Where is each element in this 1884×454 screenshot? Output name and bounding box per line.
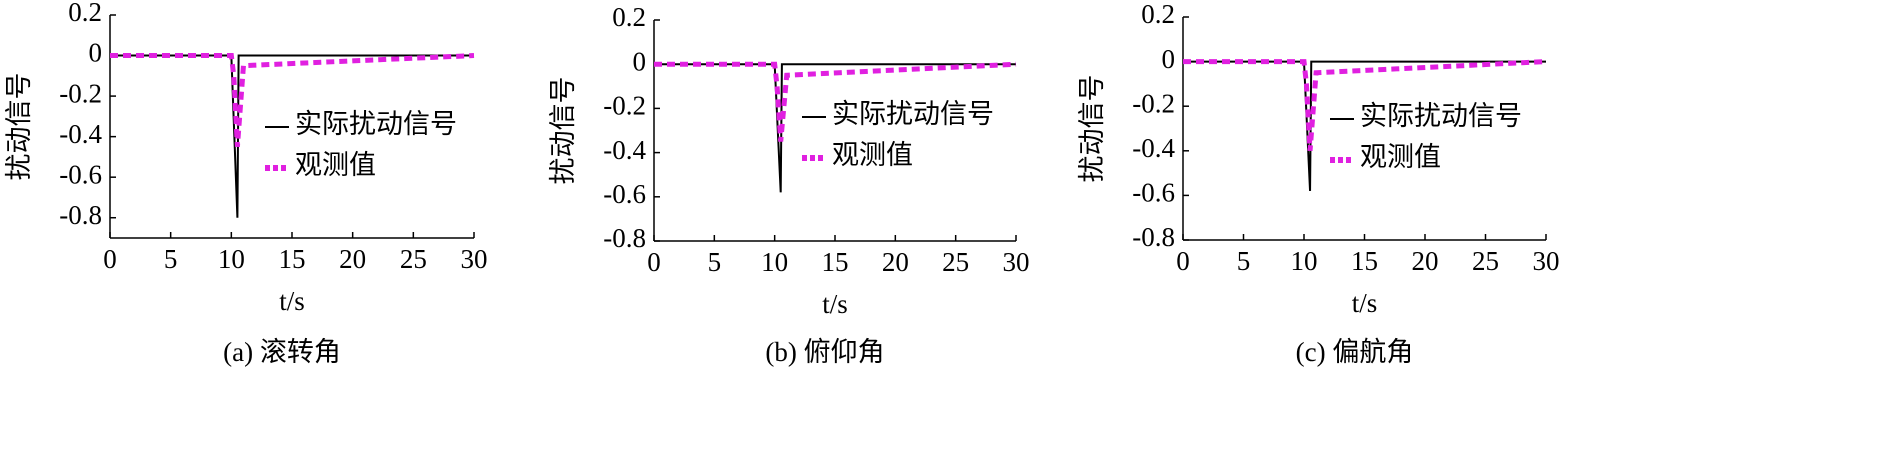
- y-tick-label: 0: [1162, 44, 1176, 74]
- x-tick-label: 0: [103, 244, 117, 274]
- y-tick-label: 0.2: [1141, 0, 1175, 29]
- x-tick-label: 20: [1412, 246, 1439, 276]
- y-tick-label: 0.2: [612, 2, 646, 32]
- caption: (b) 俯仰角: [765, 337, 884, 367]
- x-tick-label: 15: [822, 247, 849, 277]
- y-tick-label: -0.4: [1132, 133, 1175, 163]
- x-tick-label: 5: [708, 247, 722, 277]
- series-line: [654, 61, 1017, 142]
- x-axis-label: t/s: [1352, 288, 1378, 318]
- legend-label: 观测值: [295, 150, 376, 180]
- x-tick-label: 30: [461, 244, 488, 274]
- y-tick-label: -0.6: [1132, 178, 1175, 208]
- caption: (c) 偏航角: [1296, 337, 1414, 367]
- legend-label: 实际扰动信号: [832, 99, 994, 129]
- legend-label: 观测值: [1360, 142, 1441, 172]
- x-tick-label: 5: [1237, 246, 1251, 276]
- x-axis-label: t/s: [822, 289, 848, 319]
- y-tick-label: -0.4: [603, 135, 646, 165]
- x-tick-label: 25: [400, 244, 427, 274]
- x-tick-label: 30: [1003, 247, 1030, 277]
- x-tick-label: 15: [1351, 246, 1378, 276]
- x-tick-label: 0: [647, 247, 661, 277]
- x-tick-label: 0: [1176, 246, 1190, 276]
- y-tick-label: -0.4: [59, 119, 102, 149]
- y-tick-label: -0.6: [59, 159, 102, 189]
- x-tick-label: 20: [339, 244, 366, 274]
- series-line: [110, 53, 475, 147]
- x-tick-label: 30: [1533, 246, 1560, 276]
- y-tick-label: 0: [633, 46, 647, 76]
- y-axis-label: 扰动信号: [548, 77, 578, 185]
- x-tick-label: 10: [761, 247, 788, 277]
- x-tick-label: 25: [942, 247, 969, 277]
- y-tick-label: 0.2: [68, 0, 102, 27]
- y-tick-label: -0.8: [1132, 222, 1175, 252]
- y-tick-label: -0.8: [59, 200, 102, 230]
- x-tick-label: 10: [218, 244, 245, 274]
- y-tick-label: -0.2: [59, 78, 102, 108]
- y-tick-label: -0.2: [603, 91, 646, 121]
- y-tick-label: 0: [89, 38, 103, 68]
- series-line: [1183, 59, 1547, 151]
- caption: (a) 滚转角: [223, 337, 341, 367]
- legend-label: 观测值: [832, 140, 913, 170]
- x-tick-label: 15: [279, 244, 306, 274]
- y-axis-label: 扰动信号: [1077, 75, 1107, 183]
- x-axis-label: t/s: [279, 286, 305, 316]
- legend-label: 实际扰动信号: [1360, 101, 1522, 131]
- x-tick-label: 25: [1472, 246, 1499, 276]
- x-tick-label: 5: [164, 244, 178, 274]
- x-tick-label: 20: [882, 247, 909, 277]
- y-tick-label: -0.6: [603, 179, 646, 209]
- y-tick-label: -0.2: [1132, 88, 1175, 118]
- y-tick-label: -0.8: [603, 223, 646, 253]
- legend-label: 实际扰动信号: [295, 109, 457, 139]
- x-tick-label: 10: [1291, 246, 1318, 276]
- y-axis-label: 扰动信号: [4, 73, 34, 181]
